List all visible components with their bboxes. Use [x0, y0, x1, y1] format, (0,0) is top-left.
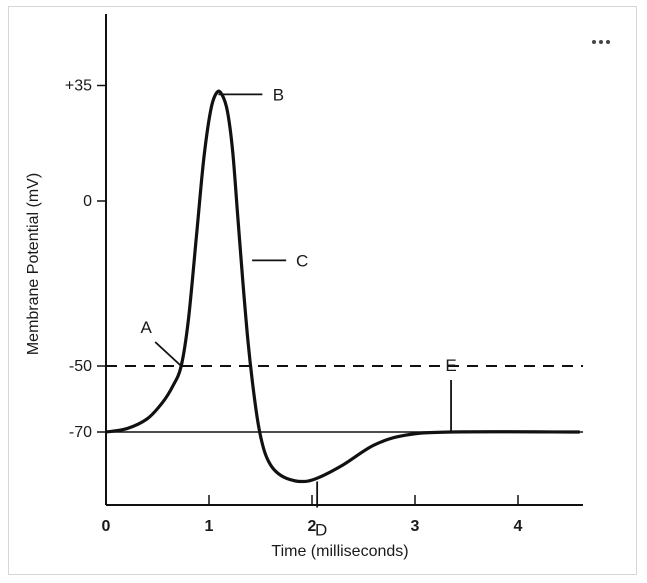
x-tick-label: 2 — [308, 518, 317, 535]
y-tick-label: +35 — [65, 78, 92, 95]
annotation-label-b: B — [273, 85, 284, 104]
annotation-label-d: D — [315, 521, 327, 540]
y-tick-label: 0 — [83, 193, 92, 210]
x-axis-label: Time (milliseconds) — [271, 543, 408, 560]
x-tick-label: 4 — [514, 518, 523, 535]
annotation-label-e: E — [445, 356, 456, 375]
y-axis-label: Membrane Potential (mV) — [25, 173, 42, 355]
y-tick-label: -70 — [69, 424, 92, 441]
annotation-leader-a — [154, 341, 182, 367]
tick-labels: 0 1 2 3 4 +35 0 -50 -70 — [65, 78, 523, 536]
x-tick-label: 1 — [205, 518, 214, 535]
potential-curve — [105, 89, 580, 484]
annotation-label-c: C — [296, 251, 308, 270]
y-tick-label: -50 — [69, 358, 92, 375]
more-dot — [606, 40, 610, 44]
x-tick-label: 3 — [411, 518, 420, 535]
x-tick-label: 0 — [102, 518, 111, 535]
more-options-button[interactable] — [584, 30, 618, 54]
more-horizontal-icon — [592, 40, 596, 44]
annotations: A B C D E — [141, 85, 457, 539]
axes — [97, 14, 583, 506]
action-potential-curve — [105, 89, 580, 484]
annotation-label-a: A — [141, 318, 153, 337]
more-dot — [599, 40, 603, 44]
figure-frame — [8, 6, 637, 575]
